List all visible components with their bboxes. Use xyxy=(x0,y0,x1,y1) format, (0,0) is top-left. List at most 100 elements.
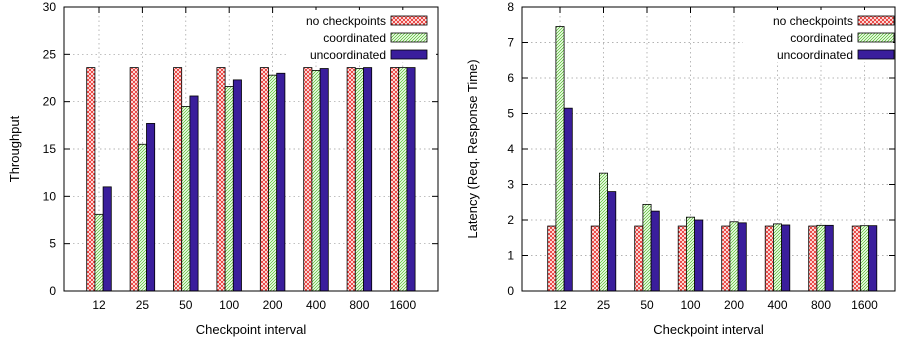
legend-label: no checkpoints xyxy=(773,14,853,28)
x-tick-label: 800 xyxy=(349,298,369,312)
bar-uncoordinated xyxy=(607,191,617,292)
bar-no_checkpoints xyxy=(547,225,557,292)
bar-uncoordinated xyxy=(650,210,660,292)
y-tick-label: 0 xyxy=(49,284,56,298)
legend-swatch xyxy=(857,32,895,43)
bar-coordinated xyxy=(268,74,278,292)
x-axis-title: Checkpoint interval xyxy=(653,322,764,337)
bar-no_checkpoints xyxy=(677,225,687,292)
y-tick-label: 10 xyxy=(43,189,57,203)
bar-coordinated xyxy=(729,221,739,292)
y-tick-label: 4 xyxy=(507,142,514,156)
bars xyxy=(547,26,878,292)
legend-label: no checkpoints xyxy=(306,14,386,28)
y-tick-label: 0 xyxy=(507,284,514,298)
x-tick-label: 25 xyxy=(136,298,150,312)
x-tick-label: 200 xyxy=(724,298,744,312)
bar-uncoordinated xyxy=(232,79,242,292)
plot-frame xyxy=(521,6,896,292)
bar-uncoordinated xyxy=(781,224,791,292)
bar-no_checkpoints xyxy=(851,225,861,292)
bar-coordinated xyxy=(224,86,234,292)
y-tick-label: 5 xyxy=(507,107,514,121)
bar-coordinated xyxy=(816,224,826,292)
y-tick-label: 2 xyxy=(507,213,514,227)
x-tick-label: 200 xyxy=(263,298,283,312)
bar-uncoordinated xyxy=(868,225,878,292)
bar-coordinated xyxy=(181,106,191,292)
bar-no_checkpoints xyxy=(764,225,774,292)
y-tick-label: 15 xyxy=(43,142,57,156)
bar-coordinated xyxy=(772,223,782,292)
bar-uncoordinated xyxy=(189,95,199,292)
x-tick-label: 100 xyxy=(680,298,700,312)
bar-coordinated xyxy=(555,26,565,292)
y-tick-label: 6 xyxy=(507,71,514,85)
legend-label: coordinated xyxy=(323,31,386,45)
bars xyxy=(86,67,416,292)
y-tick-label: 20 xyxy=(43,95,57,109)
bar-no_checkpoints xyxy=(590,225,600,292)
x-tick-label: 12 xyxy=(553,298,567,312)
bar-uncoordinated xyxy=(824,224,834,292)
bar-coordinated xyxy=(598,172,608,292)
bar-uncoordinated xyxy=(276,72,286,292)
bar-no_checkpoints xyxy=(808,225,818,292)
x-tick-label: 1600 xyxy=(389,298,416,312)
bar-uncoordinated xyxy=(319,68,329,292)
bar-no_checkpoints xyxy=(173,67,183,292)
legend-swatch xyxy=(857,15,895,26)
y-tick-label: 30 xyxy=(43,0,57,14)
bar-uncoordinated xyxy=(363,67,373,292)
bar-no_checkpoints xyxy=(216,67,226,292)
throughput-chart: 0 5 10 15 20 25 30 12 25 50 100 200 400 800 1600 no che… xyxy=(7,0,439,337)
x-tick-label: 400 xyxy=(306,298,326,312)
bar-no_checkpoints xyxy=(721,225,731,292)
bar-coordinated xyxy=(311,70,321,292)
x-tick-label: 800 xyxy=(811,298,831,312)
bar-coordinated xyxy=(137,143,147,292)
legend-swatch xyxy=(390,32,428,43)
y-tick-label: 1 xyxy=(507,249,514,263)
bar-uncoordinated xyxy=(146,123,156,292)
x-tick-label: 25 xyxy=(597,298,611,312)
bar-coordinated xyxy=(398,67,408,292)
legend: no checkpoints coordinated uncoordinated xyxy=(286,10,436,62)
x-axis-title: Checkpoint interval xyxy=(196,322,307,337)
bar-uncoordinated xyxy=(694,219,704,292)
y-axis-title: Throughput xyxy=(7,115,22,182)
bar-uncoordinated xyxy=(406,67,416,292)
bar-no_checkpoints xyxy=(634,225,644,292)
legend-label: uncoordinated xyxy=(777,48,853,62)
bar-coordinated xyxy=(859,225,869,292)
bar-uncoordinated xyxy=(102,186,112,292)
legend: no checkpoints coordinated uncoordinated xyxy=(743,10,895,62)
x-tick-label: 50 xyxy=(640,298,654,312)
legend-label: uncoordinated xyxy=(310,48,386,62)
x-tick-label: 50 xyxy=(179,298,193,312)
y-tick-label: 8 xyxy=(507,0,514,14)
x-tick-label: 400 xyxy=(767,298,787,312)
bar-coordinated xyxy=(354,68,364,292)
bar-uncoordinated xyxy=(563,107,573,292)
x-tick-label: 1600 xyxy=(851,298,878,312)
bar-no_checkpoints xyxy=(390,67,400,292)
bar-coordinated xyxy=(642,203,652,292)
y-tick-label: 5 xyxy=(49,237,56,251)
y-tick-label: 7 xyxy=(507,36,514,50)
bar-uncoordinated xyxy=(737,222,747,292)
bar-coordinated xyxy=(685,216,695,292)
bar-no_checkpoints xyxy=(129,67,139,292)
plot-frame xyxy=(63,6,439,292)
x-tick-label: 12 xyxy=(92,298,106,312)
bar-no_checkpoints xyxy=(303,67,313,292)
legend-swatch xyxy=(390,15,428,26)
bar-no_checkpoints xyxy=(346,67,356,292)
y-axis-title: Latency (Req. Response Time) xyxy=(465,59,480,238)
legend-swatch xyxy=(857,49,895,60)
y-tick-label: 3 xyxy=(507,178,514,192)
bar-no_checkpoints xyxy=(86,67,96,292)
legend-swatch xyxy=(390,49,428,60)
y-tick-label: 25 xyxy=(43,47,57,61)
